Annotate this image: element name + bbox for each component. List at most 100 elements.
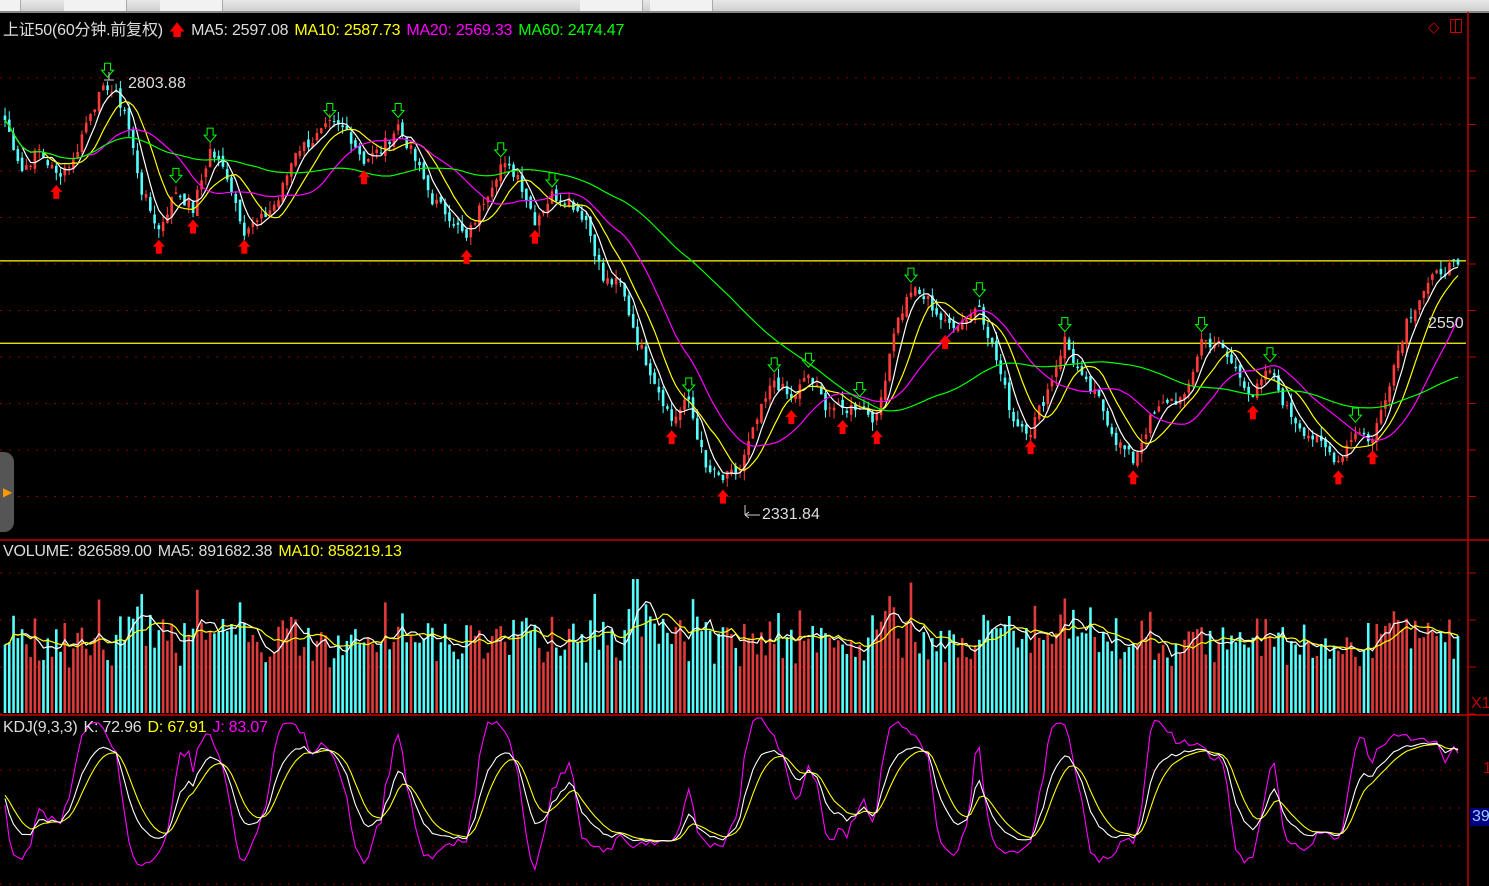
volume-bar <box>396 626 400 713</box>
volume-bar <box>1401 629 1404 713</box>
volume-bar <box>260 652 263 713</box>
volume-bar <box>76 632 79 713</box>
candle-body <box>63 167 67 176</box>
candle-body <box>247 228 250 234</box>
volume-bar <box>465 625 468 713</box>
volume-bar <box>187 634 191 713</box>
candle-body <box>379 152 383 154</box>
candle-body <box>1332 452 1336 463</box>
buy-signal-arrow-icon <box>1024 440 1037 455</box>
volume-bar <box>46 638 50 713</box>
volume-bar <box>1213 662 1216 713</box>
candle-body <box>529 196 532 209</box>
volume-bar <box>93 638 97 713</box>
candle-body <box>1337 460 1340 463</box>
candle-body <box>67 167 71 169</box>
volume-bar <box>422 638 426 713</box>
candle-body <box>3 115 7 121</box>
candle-body <box>337 120 340 125</box>
volume-bar <box>1174 643 1178 713</box>
volume-bar <box>221 618 225 713</box>
volume-bar <box>234 634 238 713</box>
candle-body <box>1200 338 1203 356</box>
candle-body <box>832 407 836 411</box>
candle-body <box>627 295 631 316</box>
diamond-icon[interactable]: ◇ <box>1428 19 1440 36</box>
low-annotation: 2331.84 <box>762 506 820 523</box>
candle-body <box>892 333 896 352</box>
volume-bar <box>12 615 15 713</box>
volume-bar <box>678 619 682 713</box>
volume-bar <box>841 644 844 713</box>
buy-signal-arrow-icon <box>785 409 798 424</box>
candle-body <box>1452 259 1456 261</box>
buy-signal-arrow-icon <box>528 229 541 244</box>
volume-bar <box>708 630 712 713</box>
candle-body <box>516 174 520 180</box>
candle-body <box>1349 440 1353 442</box>
volume-bar <box>178 665 182 713</box>
candle-body <box>1243 381 1246 388</box>
candle-body <box>1435 270 1438 274</box>
candle-body <box>1422 291 1426 298</box>
volume-bar <box>926 659 930 713</box>
candle-body <box>341 125 344 128</box>
volume-bar <box>1448 619 1451 713</box>
candle-body <box>260 213 263 219</box>
menu-tab[interactable] <box>650 0 713 11</box>
volume-bar <box>1003 624 1007 713</box>
volume-bar <box>37 660 41 713</box>
volume-bar <box>97 599 101 713</box>
candle-body <box>606 278 609 284</box>
layout-toggle-icon[interactable] <box>1450 19 1462 33</box>
candle-body <box>1401 341 1404 354</box>
candle-body <box>16 149 20 162</box>
candle-body <box>768 385 772 400</box>
volume-bar <box>384 602 387 713</box>
volume-bar <box>931 638 934 713</box>
candle-body <box>33 150 37 169</box>
candle-body <box>153 214 156 224</box>
candle-body <box>700 439 703 448</box>
volume-bar <box>1101 631 1105 713</box>
volume-bar <box>858 645 862 713</box>
menu-tab[interactable] <box>64 0 127 11</box>
volume-bar <box>123 640 126 713</box>
candle-body <box>431 193 434 205</box>
ma10-value: MA10: 2587.73 <box>294 22 401 39</box>
sell-signal-arrow-icon <box>1057 317 1072 333</box>
volume-ma10-line <box>4 613 1459 651</box>
volume-bar <box>119 616 122 713</box>
volume-bar <box>131 618 135 713</box>
volume-bar <box>542 662 545 713</box>
menu-tab[interactable] <box>580 0 643 11</box>
volume-bar <box>978 639 981 713</box>
sell-signal-arrow-icon <box>168 167 184 184</box>
candle-body <box>1290 402 1293 418</box>
volume-bar <box>277 626 280 713</box>
candle-body <box>1007 382 1011 411</box>
volume-bar <box>213 633 216 713</box>
volume-bar <box>1020 639 1024 713</box>
volume-bar <box>760 632 763 713</box>
volume-bar <box>251 634 255 713</box>
menu-tab[interactable] <box>160 0 223 11</box>
candle-body <box>80 134 84 153</box>
candle-body <box>828 407 832 409</box>
candle-body <box>157 225 161 230</box>
volume-bar <box>1260 655 1263 713</box>
volume-bar <box>986 620 990 713</box>
volume-bar <box>713 663 716 713</box>
side-panel-handle[interactable]: ▶ <box>0 452 14 532</box>
volume-bar <box>1187 631 1191 713</box>
volume-bar <box>54 629 58 713</box>
volume-bar <box>247 641 250 713</box>
menu-tab[interactable] <box>0 0 21 11</box>
volume-bar <box>956 657 960 713</box>
volume-bar <box>512 619 515 713</box>
volume-bar <box>1221 627 1225 713</box>
candle-body <box>358 145 362 155</box>
candle-body <box>149 197 152 211</box>
volume-bar <box>1302 624 1306 713</box>
